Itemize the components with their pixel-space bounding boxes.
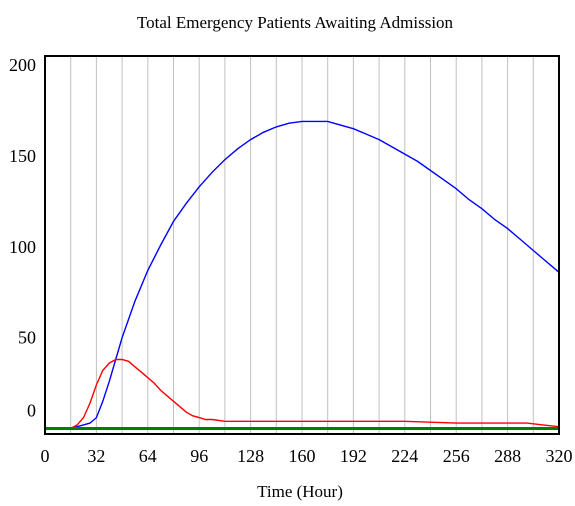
y-tick-label: 0: [27, 401, 36, 421]
y-tick-label: 100: [9, 237, 36, 257]
series-group: [45, 120, 560, 430]
y-tick-label: 50: [18, 328, 36, 348]
x-tick-label: 192: [340, 446, 367, 466]
series-line-2: [45, 358, 560, 430]
x-tick-label: 32: [87, 446, 105, 466]
x-tick-label: 288: [494, 446, 521, 466]
y-tick-label: 200: [9, 55, 36, 75]
x-tick-labels: 0 32 64 96 128 160 192 224 256 288 320: [41, 446, 573, 466]
grid: [70, 56, 534, 434]
x-tick-label: 320: [546, 446, 573, 466]
x-tick-label: 160: [289, 446, 316, 466]
y-tick-labels: 200 150 100 50 0: [9, 55, 36, 420]
chart-title: Total Emergency Patients Awaiting Admiss…: [137, 13, 454, 32]
y-tick-label: 150: [9, 146, 36, 166]
x-axis-label: Time (Hour): [257, 482, 343, 501]
plot-frame: [44, 55, 560, 435]
x-tick-label: 128: [237, 446, 264, 466]
x-tick-label: 64: [139, 446, 157, 466]
x-tick-label: 0: [41, 446, 50, 466]
series-line-1: [45, 120, 560, 430]
x-tick-label: 96: [190, 446, 208, 466]
x-tick-label: 224: [391, 446, 418, 466]
x-tick-label: 256: [443, 446, 470, 466]
